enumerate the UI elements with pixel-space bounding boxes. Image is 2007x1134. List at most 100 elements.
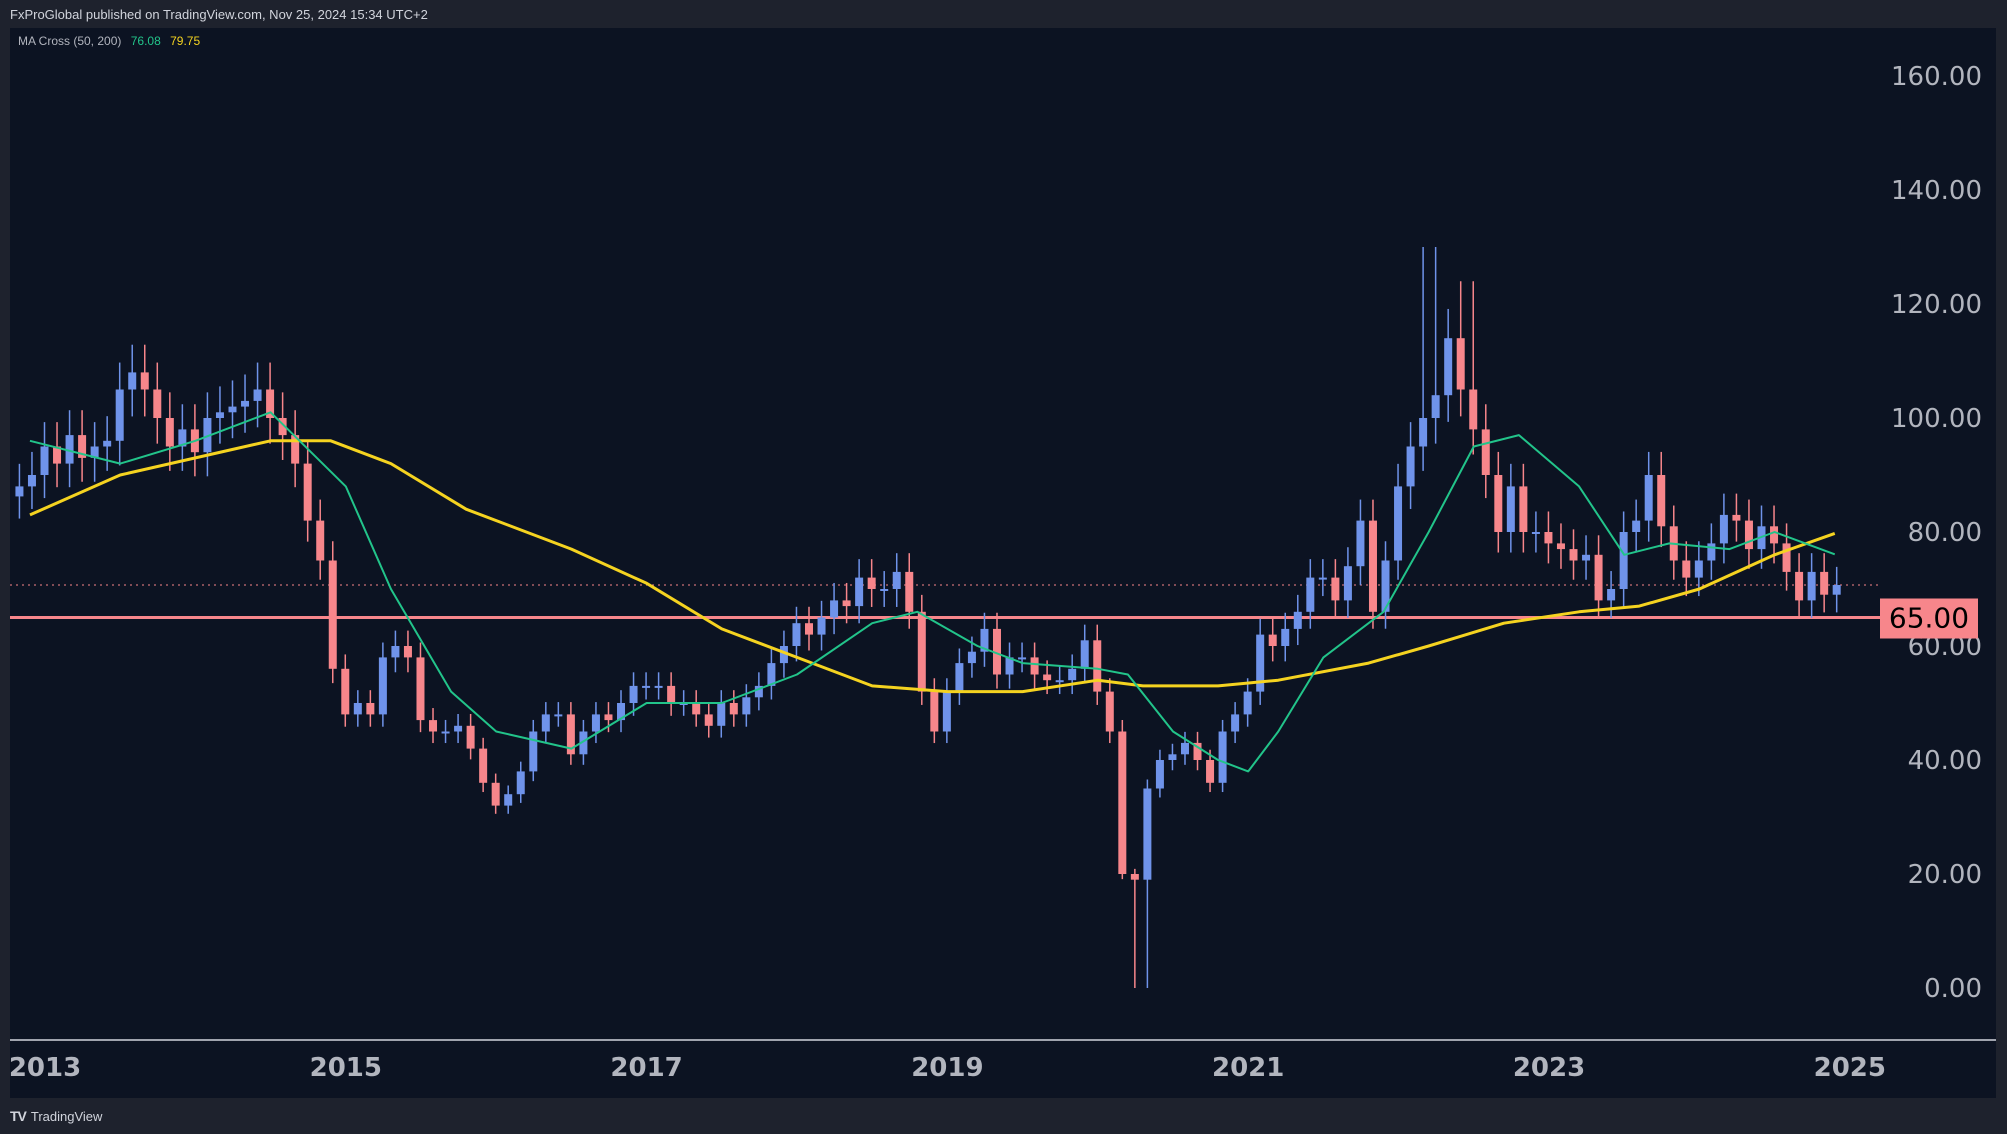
candle-body: [103, 440, 112, 447]
candle-body: [178, 429, 187, 447]
candle-body: [153, 389, 162, 418]
candle-body: [805, 623, 814, 635]
candle-body: [504, 794, 513, 806]
candle-body: [128, 372, 137, 390]
y-tick-label: 160.00: [1891, 62, 1982, 92]
x-tick-label: 2017: [610, 1053, 682, 1083]
candle-body: [617, 703, 626, 721]
candle-body: [90, 446, 99, 458]
candle-body: [1318, 577, 1327, 580]
candle-body: [1043, 674, 1052, 681]
candle-body: [604, 714, 613, 721]
candle-body: [704, 714, 713, 726]
candle-body: [140, 372, 149, 390]
candle-body: [1268, 634, 1277, 646]
candle-body: [905, 571, 914, 612]
candle-body: [479, 748, 488, 783]
candle-body: [1180, 742, 1189, 755]
candle-body: [1155, 760, 1164, 789]
candle-body: [1080, 640, 1089, 669]
candle-body: [53, 446, 62, 464]
candle-body: [867, 577, 876, 589]
candle-body: [441, 731, 450, 734]
candle-body: [892, 571, 901, 589]
candle-body: [316, 520, 325, 561]
candle-body: [1030, 657, 1039, 675]
candle-body: [917, 611, 926, 692]
x-tick-label: 2015: [310, 1053, 382, 1083]
candle-body: [779, 646, 788, 664]
candle-body: [1795, 571, 1804, 601]
candle-body: [742, 697, 751, 715]
level-price-label: 65.00: [1889, 602, 1969, 635]
candle-body: [554, 714, 563, 717]
candle-body: [215, 412, 224, 418]
candle-body: [1444, 338, 1453, 396]
candle-body: [692, 703, 701, 715]
candle-body: [1118, 731, 1127, 874]
candle-body: [1707, 543, 1716, 561]
candle-body: [1281, 628, 1290, 646]
y-tick-label: 140.00: [1891, 176, 1982, 206]
candle-body: [1569, 549, 1578, 561]
candle-body: [579, 731, 588, 755]
tradingview-footer: TV TradingView: [10, 1108, 102, 1124]
y-tick-label: 100.00: [1891, 404, 1982, 434]
candle-body: [1832, 585, 1841, 595]
candle-body: [855, 577, 864, 607]
candle-body: [1005, 657, 1014, 675]
candle-body: [1619, 532, 1628, 589]
candle-body: [754, 685, 763, 698]
level-price-label-bg: [1880, 598, 1978, 639]
candle-body: [817, 617, 826, 635]
candle-body: [767, 663, 776, 686]
candle-body: [1632, 520, 1641, 532]
candle-body: [27, 475, 36, 487]
indicator-name: MA Cross (50, 200): [18, 34, 122, 48]
candle-body: [1732, 514, 1741, 521]
candle-body: [291, 435, 300, 464]
candle-body: [942, 691, 951, 732]
candle-body: [830, 600, 839, 618]
candle-body: [591, 714, 600, 732]
candle-body: [1218, 731, 1227, 783]
plot-area: [10, 247, 1880, 988]
candle-body: [541, 714, 550, 732]
candle-body: [1243, 691, 1252, 715]
x-tick-label: 2023: [1513, 1053, 1585, 1083]
candle-body: [1481, 429, 1490, 475]
candle-body: [40, 446, 49, 475]
ma200-value: 79.75: [170, 34, 201, 48]
candle-body: [1657, 475, 1666, 527]
candle-body: [642, 685, 651, 688]
candle-body: [391, 646, 400, 658]
candle-body: [1469, 389, 1478, 430]
candle-body: [341, 668, 350, 715]
candle-body: [403, 646, 412, 658]
candle-body: [880, 589, 889, 591]
candle-body: [1770, 526, 1779, 544]
candle-body: [1682, 560, 1691, 578]
candle-body: [1143, 788, 1152, 880]
ma50-value: 76.08: [130, 34, 161, 48]
candle-body: [1394, 486, 1403, 561]
candle-body: [15, 486, 24, 497]
candle-body: [491, 782, 500, 806]
candle-body: [366, 703, 375, 715]
y-tick-label: 80.00: [1908, 518, 1982, 548]
candle-body: [729, 703, 738, 715]
candle-body: [1820, 571, 1829, 595]
candle-body: [1431, 395, 1440, 418]
x-tick-label: 2025: [1814, 1053, 1886, 1083]
candle-body: [1306, 577, 1315, 612]
candle-body: [980, 628, 989, 652]
indicator-legend[interactable]: MA Cross (50, 200) 76.08 79.75: [18, 34, 206, 48]
chart-panel[interactable]: [10, 28, 1996, 1098]
candle-body: [353, 703, 362, 715]
candle-body: [1419, 418, 1428, 447]
candle-body: [1093, 640, 1102, 692]
candle-body: [1206, 760, 1215, 783]
candle-body: [203, 418, 212, 453]
candle-body: [1018, 657, 1027, 660]
